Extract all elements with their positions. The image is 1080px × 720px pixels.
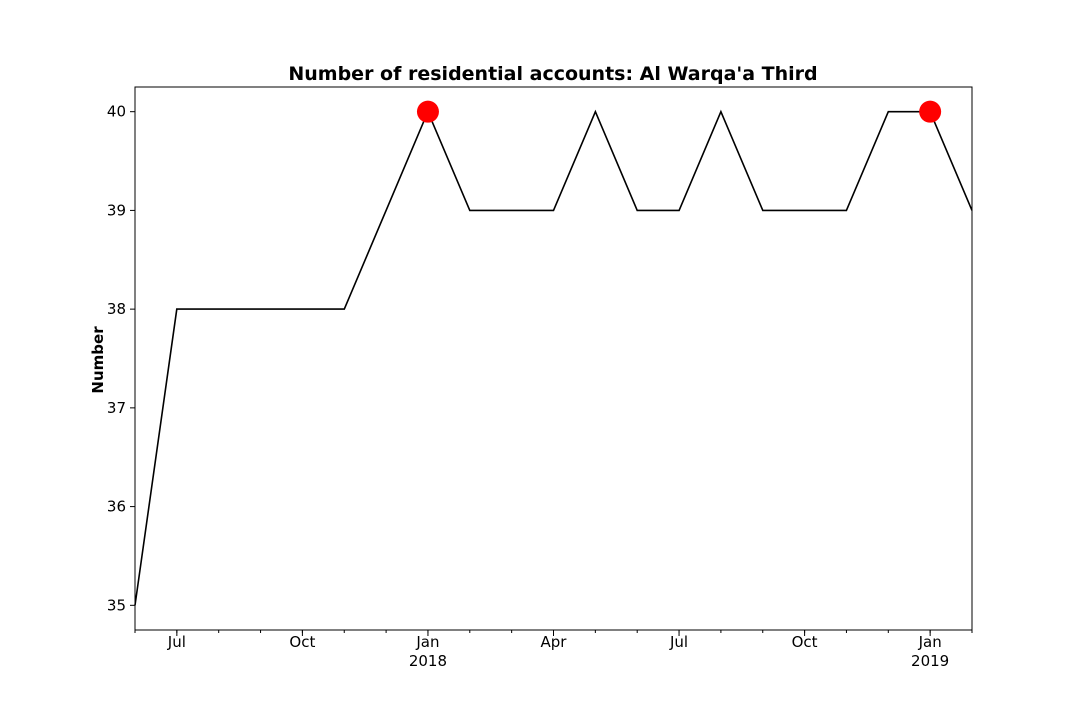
x-tick-label: Jan (918, 633, 942, 651)
y-axis-label: Number (89, 326, 107, 394)
x-tick-label: Jul (669, 633, 688, 651)
x-tick-label: Oct (289, 633, 315, 651)
x-tick-label: Oct (792, 633, 818, 651)
highlight-marker (416, 100, 439, 123)
y-tick-label: 40 (107, 103, 126, 121)
x-tick-label: Jan (415, 633, 439, 651)
plot-frame (134, 86, 973, 631)
y-tick-label: 39 (107, 201, 126, 219)
x-tick-sublabel: 2018 (409, 652, 447, 670)
y-tick-label: 37 (107, 399, 126, 417)
x-tick-label: Jul (167, 633, 186, 651)
series-line (134, 109, 973, 606)
y-tick-label: 36 (107, 498, 126, 516)
y-tick-label: 35 (107, 596, 126, 614)
y-tick-label: 38 (107, 300, 126, 318)
highlight-marker (919, 100, 942, 123)
x-tick-sublabel: 2019 (911, 652, 949, 670)
chart-title: Number of residential accounts: Al Warqa… (288, 63, 817, 85)
x-tick-label: Apr (541, 633, 568, 651)
